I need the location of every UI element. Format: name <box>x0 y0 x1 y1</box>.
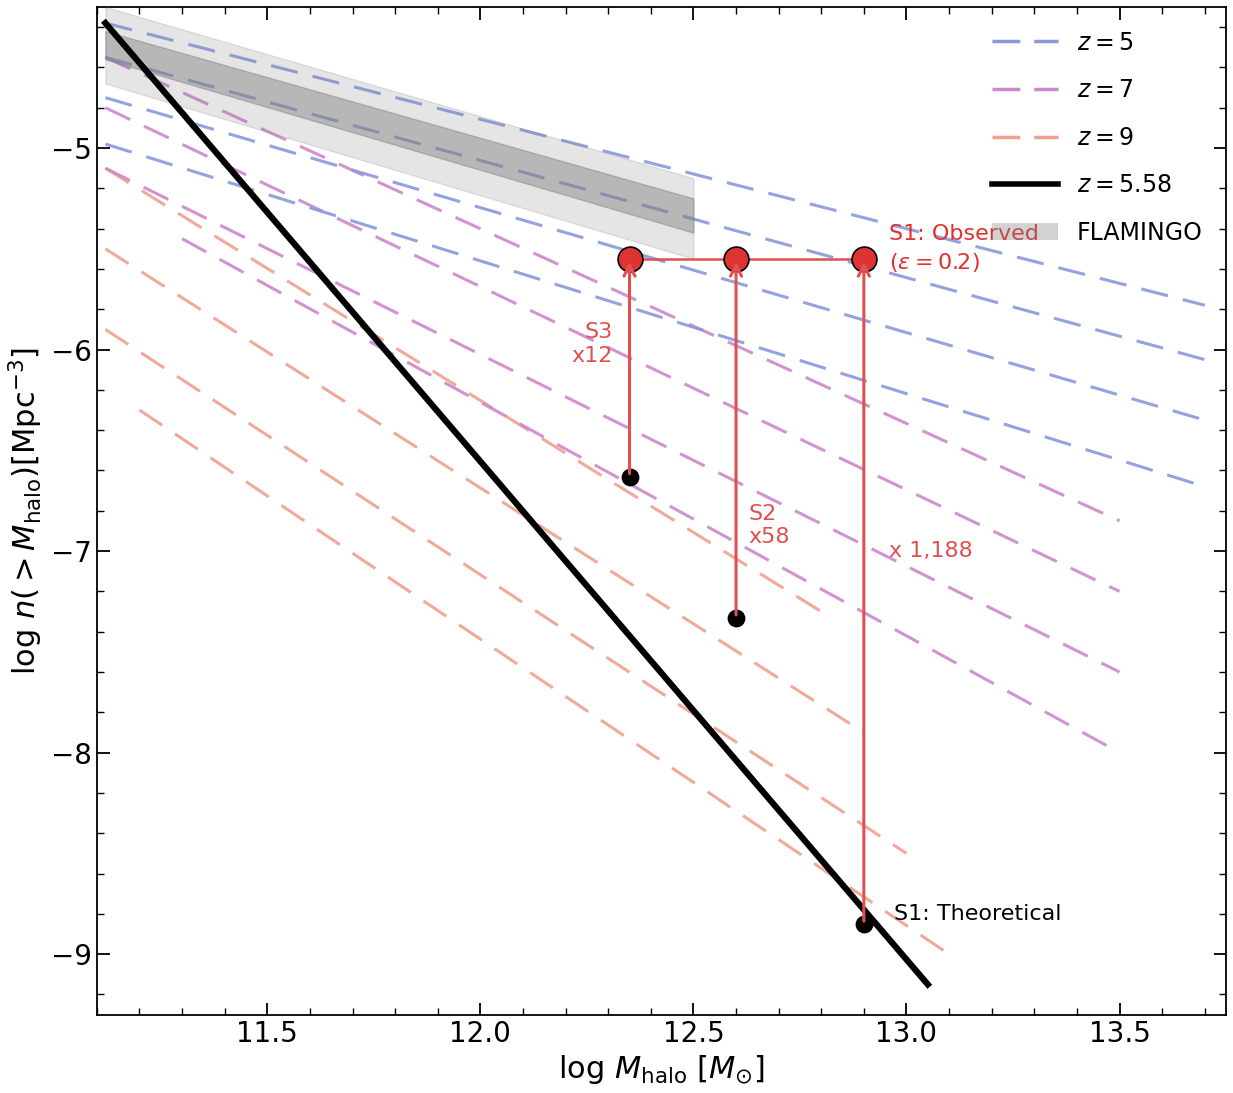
Text: S1: Observed
($\epsilon = 0.2$): S1: Observed ($\epsilon = 0.2$) <box>889 224 1039 274</box>
Point <box>726 609 746 626</box>
Legend: $z = 5$, $z = 7$, $z = 9$, $z = 5.58$, FLAMINGO: $z = 5$, $z = 7$, $z = 9$, $z = 5.58$, F… <box>980 19 1215 257</box>
Point <box>854 915 874 932</box>
Point <box>726 250 746 268</box>
Y-axis label: log $n(> M_{\mathrm{halo}})$[Mpc$^{-3}$]: log $n(> M_{\mathrm{halo}})$[Mpc$^{-3}$] <box>7 346 46 674</box>
Text: S2
x58: S2 x58 <box>748 504 790 548</box>
Text: S3
x12: S3 x12 <box>571 322 613 366</box>
Point <box>854 250 874 268</box>
Point <box>620 250 640 268</box>
Text: S1: Theoretical: S1: Theoretical <box>894 904 1062 924</box>
Text: x 1,188: x 1,188 <box>889 541 973 561</box>
X-axis label: log $M_{\mathrm{halo}}$ [$M_{\odot}$]: log $M_{\mathrm{halo}}$ [$M_{\odot}$] <box>559 1053 764 1086</box>
Point <box>620 468 640 485</box>
